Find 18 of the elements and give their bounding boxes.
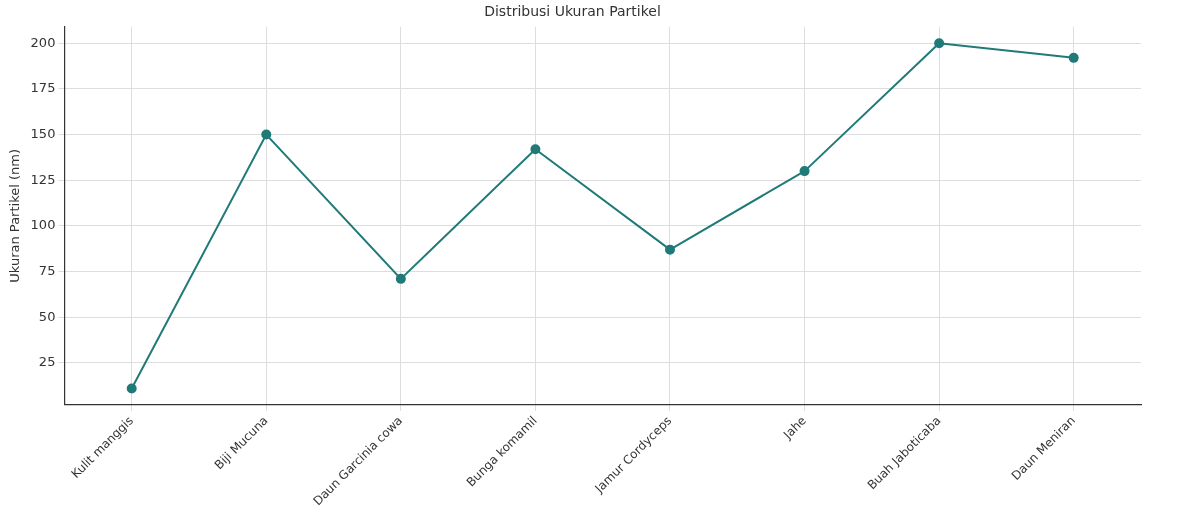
point [395,273,406,284]
point [126,383,137,394]
y-tick-label: 125 [30,171,56,187]
chart-title: Distribusi Ukuran Partikel [484,3,661,20]
y-tick-label: 50 [38,308,56,324]
y-axis-title: Ukuran Partikel (nm) [7,149,23,283]
point [799,166,810,177]
point [1068,52,1079,63]
point [530,144,541,155]
y-tick-label: 100 [30,217,56,233]
point [664,244,675,255]
y-tick-label: 200 [30,34,56,50]
point [261,129,272,140]
point [934,38,945,49]
y-tick-label: 75 [38,262,56,278]
y-tick-label: 25 [38,354,56,370]
y-tick-label: 150 [30,125,56,141]
y-tick-label: 175 [30,80,56,96]
